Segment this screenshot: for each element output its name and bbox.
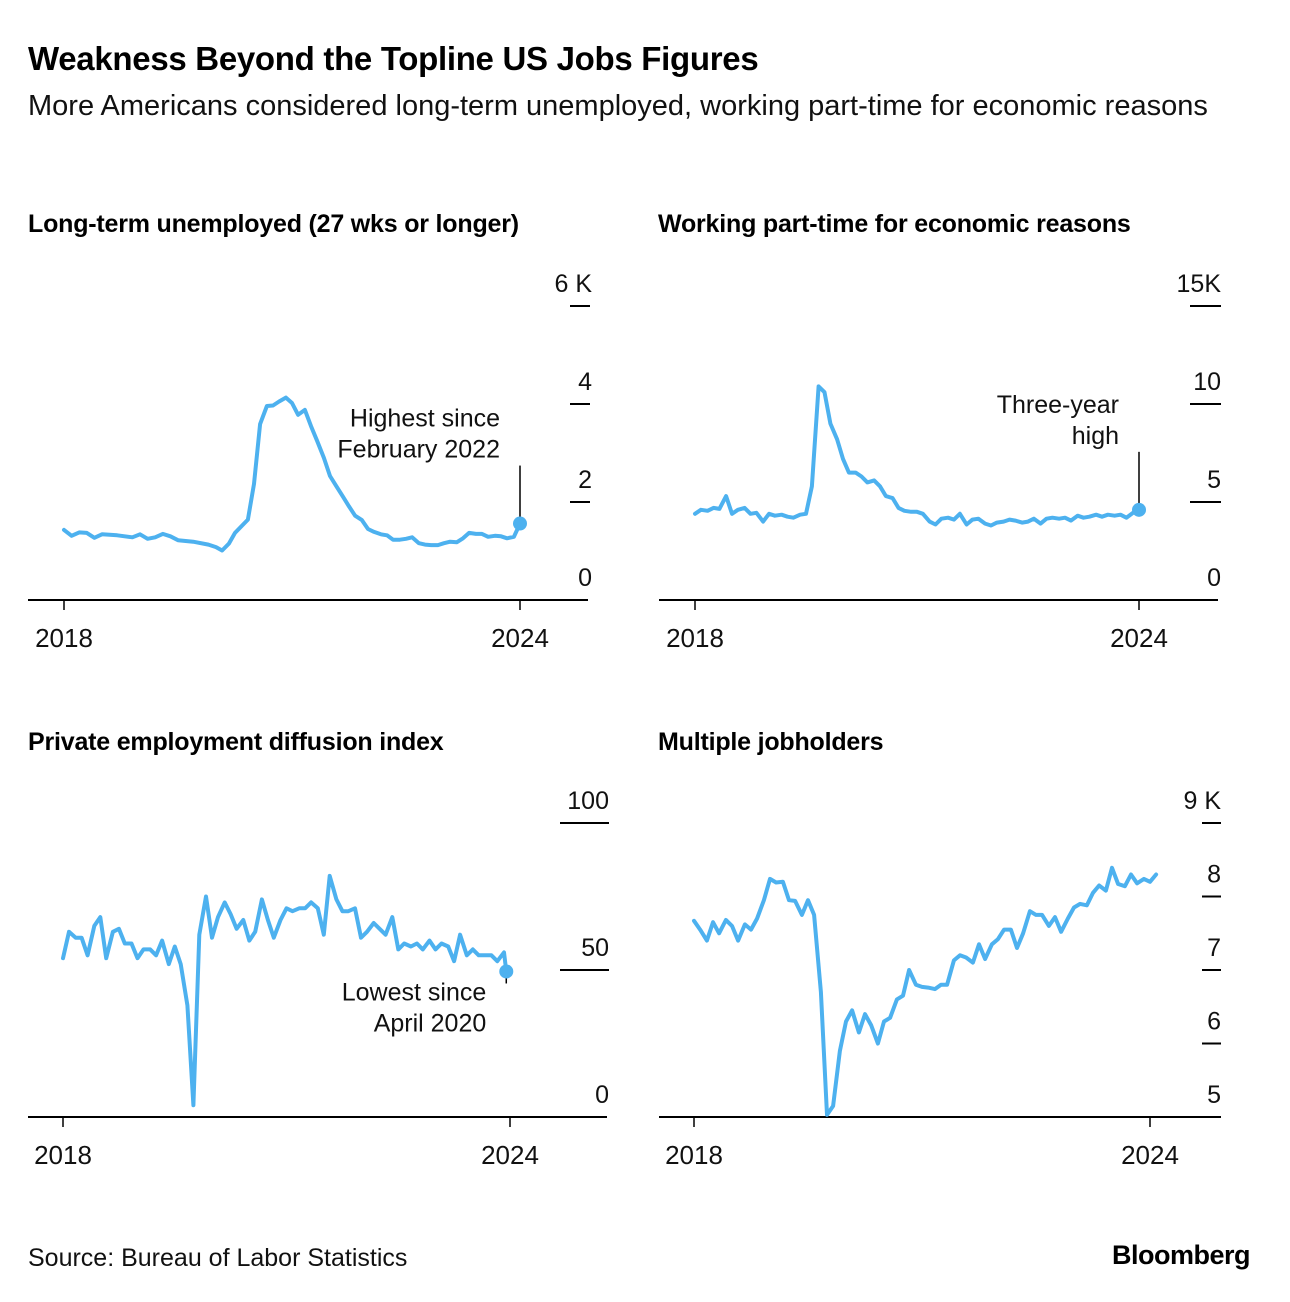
annotation-marker	[513, 516, 527, 531]
x-tick-label: 2024	[1121, 1140, 1179, 1170]
series-line	[693, 384, 1141, 528]
y-tick-label: 2	[578, 466, 592, 494]
annotation-marker	[1132, 502, 1146, 517]
chart-title-multiple-jobholders: Multiple jobholders	[658, 728, 884, 756]
annotation-text: Lowest since	[342, 978, 487, 1006]
y-tick-label: 0	[595, 1081, 609, 1109]
y-tick-label: 4	[578, 368, 592, 396]
chart-title-long-term-unemployed: Long-term unemployed (27 wks or longer)	[28, 210, 519, 238]
series-line	[61, 873, 509, 1108]
x-tick-label: 2018	[34, 1140, 92, 1170]
page-title: Weakness Beyond the Topline US Jobs Figu…	[28, 40, 759, 77]
annotation-text: April 2020	[374, 1009, 487, 1037]
chart-title-diffusion-index: Private employment diffusion index	[28, 728, 444, 756]
x-tick-label: 2024	[481, 1140, 539, 1170]
annotation-text: Three-year	[997, 391, 1119, 419]
series-line	[62, 395, 522, 553]
y-tick-label: 5	[1207, 466, 1221, 494]
x-tick-label: 2018	[35, 623, 93, 653]
annotation-text: February 2022	[337, 436, 500, 464]
y-tick-label: 8	[1207, 861, 1221, 889]
y-tick-label: 10	[1193, 368, 1221, 396]
annotation-marker	[499, 964, 514, 979]
y-tick-label: 7	[1207, 934, 1221, 962]
x-tick-label: 2018	[665, 1140, 723, 1170]
y-tick-label: 0	[578, 564, 592, 592]
x-tick-label: 2024	[1110, 623, 1168, 653]
y-tick-label: 6 K	[554, 270, 592, 298]
y-tick-label: 0	[1207, 564, 1221, 592]
series-line	[692, 865, 1159, 1117]
annotation-text: Highest since	[350, 405, 500, 433]
y-tick-label: 100	[567, 787, 609, 815]
y-tick-label: 9 K	[1183, 787, 1221, 815]
x-tick-label: 2018	[666, 623, 724, 653]
source-note: Source: Bureau of Labor Statistics	[28, 1244, 408, 1272]
page-subtitle: More Americans considered long-term unem…	[28, 90, 1208, 122]
annotation-text: high	[1072, 422, 1119, 450]
y-tick-label: 50	[581, 934, 609, 962]
x-tick-label: 2024	[491, 623, 549, 653]
bloomberg-logo: Bloomberg	[1111, 1240, 1251, 1270]
y-tick-label: 5	[1207, 1081, 1221, 1109]
y-tick-label: 6	[1207, 1008, 1221, 1036]
y-tick-label: 15K	[1177, 270, 1222, 298]
chart-title-part-time: Working part-time for economic reasons	[658, 210, 1131, 238]
